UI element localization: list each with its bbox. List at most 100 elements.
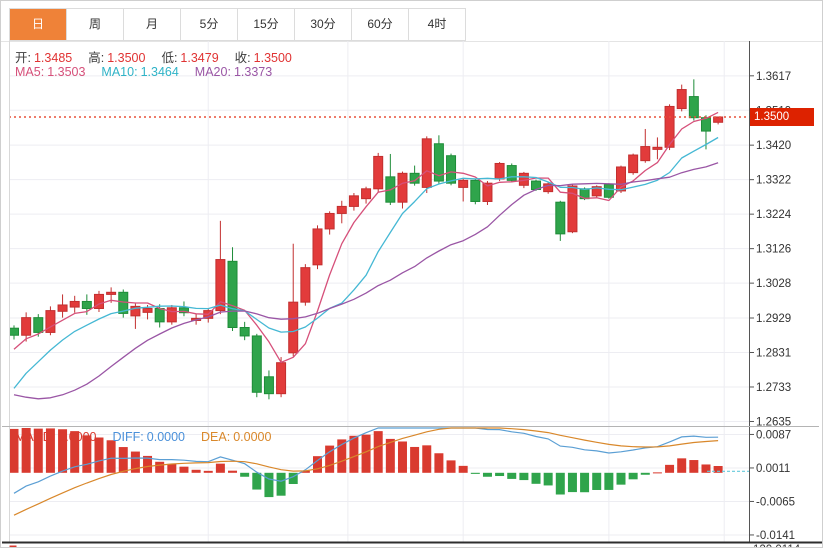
macd-axis-tick-label: -0.0141	[756, 530, 795, 542]
candle-body[interactable]	[555, 201, 566, 235]
macd-histogram-bar	[482, 472, 492, 477]
candle-body[interactable]	[166, 307, 177, 323]
dea-line	[13, 427, 719, 516]
candle-body[interactable]	[458, 179, 469, 188]
candle-body[interactable]	[506, 165, 517, 181]
candle-body[interactable]	[397, 172, 408, 203]
candle-body[interactable]	[494, 162, 505, 180]
candle-body[interactable]	[81, 300, 92, 309]
macd-histogram-bar	[555, 472, 565, 495]
candle-body[interactable]	[300, 267, 311, 303]
candle-body[interactable]	[142, 307, 153, 313]
macd-histogram-bar	[397, 441, 407, 473]
candle-body[interactable]	[263, 376, 274, 395]
tab-5min[interactable]: 5分	[181, 9, 238, 40]
candle-body[interactable]	[713, 116, 724, 123]
candle-body[interactable]	[130, 305, 141, 317]
macd-histogram-bar	[264, 472, 274, 498]
macd-histogram-bar	[507, 472, 517, 479]
candle-body[interactable]	[178, 307, 189, 314]
candle-body[interactable]	[421, 138, 432, 188]
macd-histogram-bar	[434, 453, 444, 473]
candle-body[interactable]	[324, 212, 335, 230]
macd-axis-tick-label: 0.0011	[756, 463, 790, 475]
macd-histogram-bar	[106, 440, 116, 473]
candle-body[interactable]	[348, 195, 359, 207]
tab-15min[interactable]: 15分	[238, 9, 295, 40]
macd-histogram-bar	[458, 465, 468, 473]
tab-week[interactable]: 周	[67, 9, 124, 40]
candle-body[interactable]	[154, 307, 165, 323]
candle-body[interactable]	[361, 188, 372, 200]
candle-body[interactable]	[9, 327, 19, 336]
candle-body[interactable]	[628, 154, 639, 174]
candle-body[interactable]	[664, 105, 675, 148]
candle-body[interactable]	[276, 362, 287, 395]
candle-body[interactable]	[409, 172, 420, 184]
candle-body[interactable]	[446, 155, 457, 184]
candle-body[interactable]	[591, 186, 602, 197]
candle-body[interactable]	[215, 259, 226, 312]
macd-histogram-bar	[82, 435, 92, 473]
candle-body[interactable]	[652, 146, 663, 150]
candle-body[interactable]	[69, 300, 80, 308]
ma-row-ma5: MA5: 1.3503	[15, 65, 85, 79]
candle-body[interactable]	[57, 304, 68, 312]
candle-body[interactable]	[543, 183, 554, 193]
macd-histogram-bar	[470, 472, 480, 474]
candle-body[interactable]	[21, 317, 32, 336]
ma-line-ma20	[13, 162, 719, 400]
macd-histogram-bar	[179, 466, 189, 473]
macd-histogram-bar	[665, 464, 675, 473]
timeframe-tabbar: 日周月 5分 15分 30分 60分 4时	[9, 8, 466, 41]
tab-4hour[interactable]: 4时	[409, 9, 465, 40]
price-axis-tick-label: 1.3617	[756, 71, 791, 83]
current-price-tag: 1.3500	[750, 108, 814, 126]
low-label: 低:	[161, 51, 178, 65]
candle-body[interactable]	[336, 205, 347, 214]
macd-histogram-bar	[9, 428, 19, 473]
price-axis-tick-label: 1.3322	[756, 175, 791, 187]
candle-body[interactable]	[312, 228, 323, 266]
ohlc-row-close: 收: 1.3500	[235, 51, 292, 65]
ohlc-row-open: 开: 1.3485	[15, 51, 72, 65]
candle-body[interactable]	[676, 89, 687, 110]
candle-body[interactable]	[239, 326, 250, 337]
candle-body[interactable]	[93, 293, 104, 309]
macd-histogram-bar	[70, 431, 80, 473]
tab-day[interactable]: 日	[10, 9, 67, 40]
macd-histogram-bar	[276, 472, 286, 496]
candle-body[interactable]	[640, 146, 651, 162]
tab-30min[interactable]: 30分	[295, 9, 352, 40]
macd-histogram-bar	[567, 472, 577, 493]
candle-body[interactable]	[45, 310, 56, 333]
macd-histogram-bar	[33, 428, 43, 473]
macd-row-macd: MACD: 0.0000	[15, 430, 97, 444]
candle-body[interactable]	[106, 291, 117, 295]
candle-body[interactable]	[616, 166, 626, 192]
macd-histogram-bar	[713, 466, 723, 473]
tab-month[interactable]: 月	[124, 9, 181, 40]
macd-histogram-bar	[167, 463, 177, 473]
price-axis-tick-label: 1.3420	[756, 140, 791, 152]
diff-label: DIFF:	[112, 430, 144, 444]
tab-60min[interactable]: 60分	[352, 9, 409, 40]
candle-body[interactable]	[227, 260, 238, 328]
macd-histogram-bar	[45, 428, 55, 473]
candle-body[interactable]	[688, 96, 699, 119]
macd-histogram-bar	[191, 469, 201, 473]
candle-body[interactable]	[433, 143, 444, 182]
candle-body[interactable]	[470, 179, 481, 202]
candle-body[interactable]	[567, 185, 578, 233]
macd-histogram-bar	[677, 458, 687, 473]
macd-histogram-bar	[252, 472, 262, 490]
candle-body[interactable]	[251, 335, 262, 393]
candle-body[interactable]	[603, 184, 614, 198]
candle-body[interactable]	[288, 301, 299, 354]
ma10-value: 1.3464	[140, 65, 179, 79]
candle-body[interactable]	[482, 182, 493, 202]
candle-body[interactable]	[373, 155, 384, 190]
candle-body[interactable]	[33, 317, 44, 333]
